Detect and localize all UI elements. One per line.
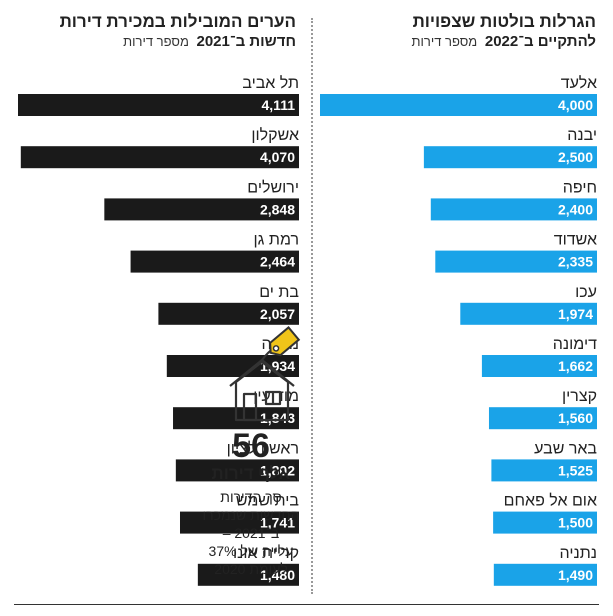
left-category-label: ראשון לציון	[227, 439, 299, 457]
left-value-label: 2,848	[260, 201, 295, 217]
left-value-label: 1,843	[260, 410, 295, 426]
callout-unit: אלף דירות	[211, 464, 291, 483]
right-bar	[460, 302, 597, 325]
panel-divider	[311, 18, 313, 594]
left-category-label: קריית אונו	[233, 545, 299, 562]
left-category-label: בית שמש	[236, 493, 300, 510]
right-bar	[430, 198, 597, 221]
right-chart-title: הגרלות בולטות שצפויות	[330, 12, 596, 32]
callout-line-1: סך הדירות	[220, 489, 282, 505]
right-bar	[493, 511, 597, 534]
right-bar	[488, 407, 597, 430]
callout-number: 56	[232, 427, 270, 465]
left-value-label: 2,057	[260, 306, 295, 322]
right-bar	[493, 563, 597, 586]
right-category-label: אום אל פאחם	[504, 492, 597, 510]
left-bar	[130, 250, 299, 273]
left-category-label: ירושלים	[247, 178, 299, 196]
left-bar	[18, 94, 299, 116]
left-value-label: 1,934	[260, 358, 295, 374]
left-category-label: אשקלון	[251, 126, 299, 144]
right-value-label: 2,500	[558, 149, 593, 165]
right-value-label: 1,525	[558, 462, 593, 478]
right-category-label: אשדוד	[554, 232, 597, 249]
left-bar	[179, 511, 299, 534]
callout-line-2: החדשות שנמכרו	[202, 507, 300, 523]
right-category-label: אלעד	[561, 74, 597, 92]
right-bar	[481, 355, 597, 377]
left-value-label: 2,464	[260, 254, 295, 270]
right-category-label: דימונה	[553, 336, 597, 353]
right-category-label: נתניה	[560, 545, 597, 562]
left-bar	[104, 198, 299, 221]
right-title-line1: הגרלות בולטות שצפויות	[412, 12, 596, 31]
total-sales-callout: 56 אלף דירות סך הדירות החדשות שנמכרו ב־2…	[200, 428, 302, 578]
left-value-label: 1,741	[260, 515, 295, 531]
right-value-label: 1,500	[558, 515, 593, 531]
left-bar	[197, 563, 299, 586]
left-category-label: בת ים	[259, 284, 299, 301]
left-bar	[20, 146, 299, 169]
right-category-label: באר שבע	[534, 440, 597, 457]
left-bar	[166, 355, 299, 377]
bottom-rule	[14, 604, 599, 605]
left-value-label: 4,111	[262, 97, 296, 113]
left-title-line2: חדשות ב־2021	[196, 33, 297, 50]
right-category-label: עכו	[575, 284, 597, 301]
left-bar	[175, 459, 299, 482]
right-chart-subtitle: להתקיים ב־2022 מספר דירות	[330, 34, 596, 50]
right-value-label: 1,662	[558, 358, 593, 374]
right-value-label: 1,974	[558, 306, 593, 322]
right-title-line2: להתקיים ב־2022	[484, 33, 596, 50]
left-chart-title: הערים המובילות במכירת דירות	[20, 12, 296, 32]
left-bar	[158, 302, 299, 325]
left-category-label: תל אביב	[242, 74, 299, 92]
left-value-label: 4,070	[260, 149, 295, 165]
callout-line-5: לעומת 2020	[214, 561, 288, 577]
right-category-label: יבנה	[567, 127, 597, 144]
left-category-label: רמת גן	[254, 232, 299, 249]
callout-description: סך הדירות החדשות שנמכרו ב־2021 – עלייה ש…	[200, 488, 302, 578]
right-category-label: קצרין	[562, 388, 597, 405]
left-value-label: 1,480	[260, 567, 295, 583]
left-value-label: 1,802	[260, 462, 295, 478]
left-title-line1: הערים המובילות במכירת דירות	[59, 12, 296, 31]
house-tag-icon	[229, 326, 301, 422]
right-value-label: 1,490	[558, 567, 593, 583]
right-bar	[320, 94, 597, 116]
right-bar	[491, 459, 597, 482]
right-bar	[423, 146, 597, 169]
callout-line-4: עלייה של 37%	[208, 543, 294, 559]
right-category-label: חיפה	[563, 179, 597, 196]
left-unit-label: מספר דירות	[123, 34, 189, 49]
right-value-label: 4,000	[558, 97, 593, 113]
callout-line-3: ב־2021 –	[222, 525, 280, 541]
right-value-label: 1,560	[558, 410, 593, 426]
right-bar	[435, 250, 597, 273]
right-value-label: 2,400	[558, 201, 593, 217]
right-value-label: 2,335	[558, 254, 593, 270]
right-unit-label: מספר דירות	[411, 34, 478, 49]
left-chart-subtitle: חדשות ב־2021 מספר דירות	[20, 34, 296, 50]
